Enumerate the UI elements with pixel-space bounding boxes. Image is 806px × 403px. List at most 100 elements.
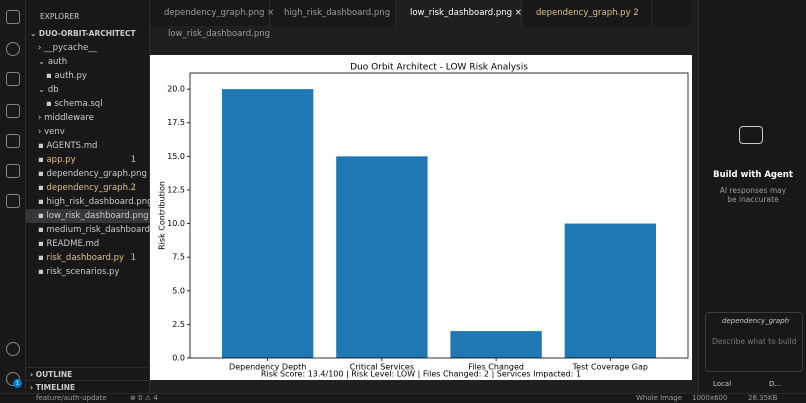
outline[interactable]: › OUTLINE xyxy=(26,367,150,381)
zoom-mode[interactable]: Whole Image xyxy=(636,394,683,402)
bar xyxy=(336,156,428,358)
testing-icon[interactable] xyxy=(6,164,20,178)
folder-row[interactable]: ⌄ db xyxy=(38,85,59,95)
file-row[interactable]: ▪ high_risk_dashboard.png xyxy=(26,195,150,209)
tab-badge: 2 xyxy=(633,8,639,18)
file-row[interactable]: ▪ risk_dashboard.py 1 xyxy=(38,253,136,263)
tab-label: low_risk_dashboard.png xyxy=(410,8,513,18)
search-icon[interactable] xyxy=(6,42,20,56)
row-label: high_risk_dashboard.png xyxy=(46,197,150,207)
bar xyxy=(221,89,314,358)
row-label: risk_scenarios.py xyxy=(46,267,120,277)
file-row[interactable]: ▪ app.py 1 xyxy=(38,155,136,165)
row-badge: 2 xyxy=(130,183,136,193)
status-bar: feature/auth-update ⊗ 0 ⚠ 4 Whole Image … xyxy=(0,393,806,403)
agent-subtitle: AI responses may be inaccurate xyxy=(719,186,787,204)
branch[interactable]: feature/auth-update xyxy=(36,394,107,402)
y-tick-label: 20.0 xyxy=(167,85,185,94)
chart-title: Duo Orbit Architect - LOW Risk Analysis xyxy=(350,63,528,73)
y-tick-label: 17.5 xyxy=(167,118,185,127)
agent-title: Build with Agent xyxy=(713,170,793,180)
plot-frame xyxy=(189,72,689,359)
tab[interactable]: low_risk_dashboard.png × xyxy=(396,0,522,26)
extensions-icon[interactable] xyxy=(6,134,20,148)
timeline-label: TIMELINE xyxy=(35,383,76,392)
agent-panel: Build with Agent AI responses may be ina… xyxy=(698,0,806,393)
y-tick-label: 12.5 xyxy=(167,185,185,194)
chat-input[interactable]: dependency_graph Describe what to build xyxy=(705,312,803,372)
bar xyxy=(450,331,542,358)
x-tick-label: Test Coverage Gap xyxy=(572,363,648,372)
tab[interactable]: dependency_graph.png × xyxy=(150,0,274,26)
timeline[interactable]: › TIMELINE xyxy=(26,380,150,394)
account-icon[interactable] xyxy=(6,342,20,356)
file-row[interactable]: ▪ schema.sql xyxy=(46,99,103,109)
tab-label: high_risk_dashboard.png xyxy=(284,8,391,18)
row-badge: 1 xyxy=(130,253,136,263)
file-row[interactable]: ▪ dependency_graph... 2 xyxy=(38,183,137,193)
image-size: 1000x600 xyxy=(692,394,728,402)
file-row[interactable]: ▪ AGENTS.md xyxy=(38,141,98,151)
bar xyxy=(564,223,657,358)
input-placeholder: Describe what to build xyxy=(712,337,797,346)
folder-row[interactable]: ⌄ auth xyxy=(38,57,68,67)
tab-bar: dependency_graph.png × high_risk_dashboa… xyxy=(150,0,690,26)
row-label: low_risk_dashboard.png xyxy=(46,211,149,221)
file-size: 26.35KB xyxy=(748,394,778,402)
y-tick-label: 2.5 xyxy=(172,320,185,329)
file-row[interactable]: ▪ low_risk_dashboard.png xyxy=(26,209,150,223)
folder-row[interactable]: › middleware xyxy=(38,113,94,123)
y-tick-label: 0.0 xyxy=(172,354,185,363)
sidebar-title: EXPLORER xyxy=(40,12,80,21)
root-folder[interactable]: ⌄ DUO-ORBIT-ARCHITECT xyxy=(30,29,136,38)
row-label: auth.py xyxy=(54,71,87,81)
file-row[interactable]: ▪ medium_risk_dashboard... xyxy=(26,223,150,237)
root-label: DUO-ORBIT-ARCHITECT xyxy=(38,29,136,38)
y-tick-label: 10.0 xyxy=(167,219,185,228)
error-count: 0 xyxy=(138,394,143,402)
tab-label: dependency_graph.png xyxy=(164,8,265,18)
breadcrumb[interactable]: low_risk_dashboard.png xyxy=(168,29,271,39)
y-tick-label: 5.0 xyxy=(172,286,185,295)
file-row[interactable]: ▪ auth.py xyxy=(46,71,87,81)
folder-row[interactable]: › __pycache__ xyxy=(38,43,97,53)
settings-badge: 1 xyxy=(13,379,22,388)
context-chip[interactable]: dependency_graph xyxy=(722,317,790,325)
tab[interactable]: dependency_graph.py 2 xyxy=(522,0,652,26)
row-label: AGENTS.md xyxy=(46,141,98,151)
tab-label: dependency_graph.py xyxy=(536,8,631,18)
row-label: dependency_graph.png xyxy=(46,169,147,179)
tab[interactable]: high_risk_dashboard.png xyxy=(270,0,396,26)
chart: Duo Orbit Architect - LOW Risk Analysis R… xyxy=(150,55,692,380)
x-tick-label: Dependency Depth xyxy=(229,363,306,372)
remote-icon[interactable] xyxy=(6,194,20,208)
x-tick-label: Files Changed xyxy=(468,363,524,372)
activity-bar: 1 xyxy=(0,0,26,393)
file-row[interactable]: ▪ README.md xyxy=(38,239,100,249)
file-row[interactable]: ▪ risk_scenarios.py xyxy=(38,267,120,277)
warning-count: 4 xyxy=(153,394,158,402)
row-label: venv xyxy=(44,127,65,137)
file-row[interactable]: ▪ dependency_graph.png xyxy=(38,169,147,179)
agent-icon xyxy=(739,126,763,144)
row-label: schema.sql xyxy=(54,99,103,109)
y-axis-label: Risk Contribution xyxy=(158,181,167,250)
row-label: app.py xyxy=(46,155,76,165)
row-label: medium_risk_dashboard... xyxy=(46,225,150,235)
run-icon[interactable] xyxy=(6,104,20,118)
sidebar: EXPLORER ⌄ DUO-ORBIT-ARCHITECT › __pycac… xyxy=(26,0,150,393)
row-label: dependency_graph... xyxy=(46,183,137,193)
x-tick-label: Critical Services xyxy=(350,363,414,372)
y-tick-label: 7.5 xyxy=(172,253,185,262)
scm-icon[interactable] xyxy=(6,72,20,86)
explorer-icon[interactable] xyxy=(6,10,20,24)
row-badge: 1 xyxy=(130,155,136,165)
row-label: __pycache__ xyxy=(44,43,97,53)
errors[interactable]: ⊗ 0 ⚠ 4 xyxy=(130,394,158,402)
folder-row[interactable]: › venv xyxy=(38,127,65,137)
model-select[interactable]: D... xyxy=(769,380,782,388)
mode-select[interactable]: Local xyxy=(713,380,732,388)
y-tick-label: 15.0 xyxy=(167,152,185,161)
row-label: db xyxy=(47,85,59,95)
